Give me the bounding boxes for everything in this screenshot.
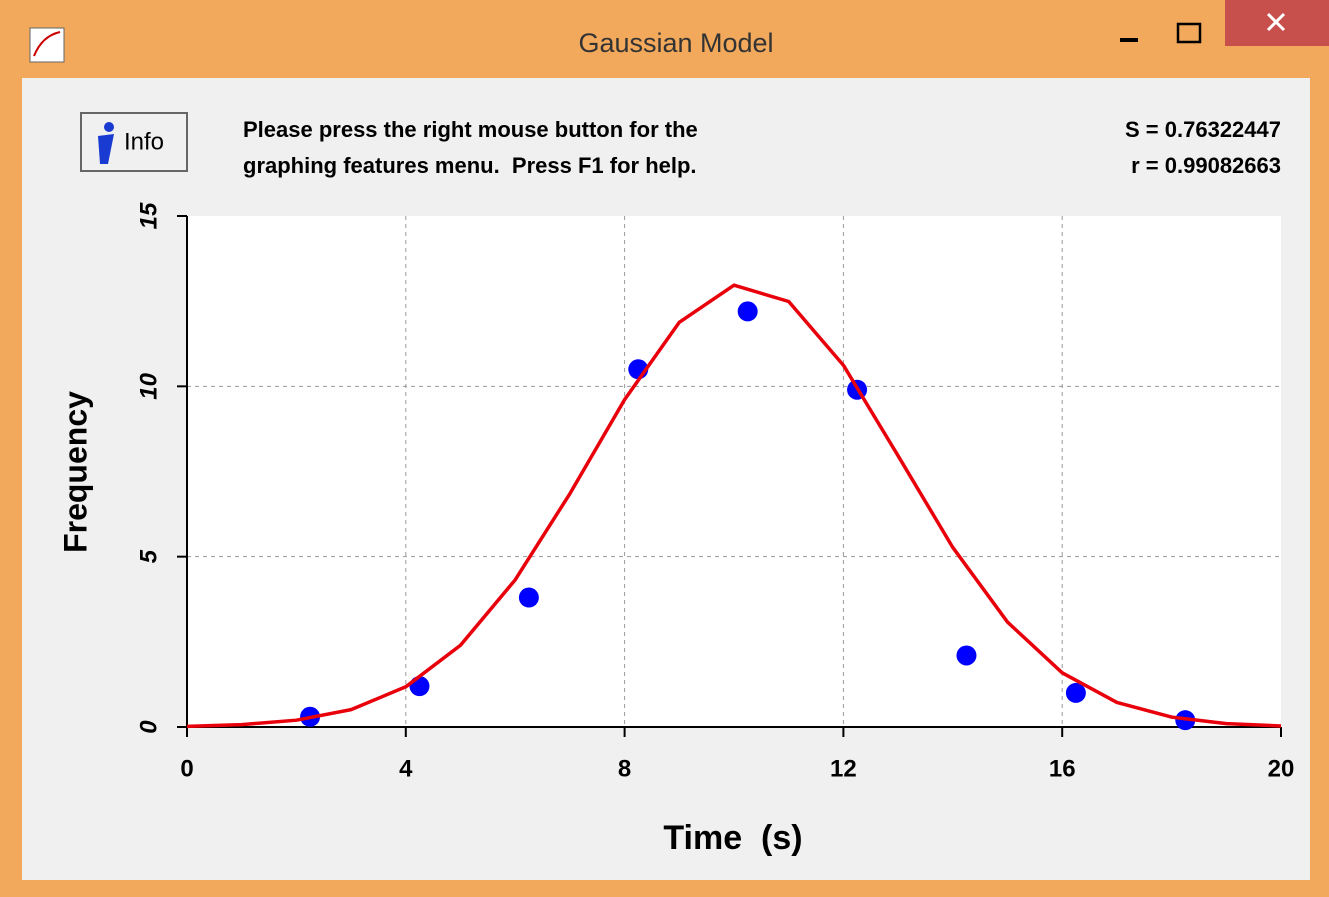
data-point — [956, 645, 977, 666]
x-tick-label: 16 — [1049, 755, 1076, 782]
y-tick-label: 15 — [135, 202, 162, 229]
data-point — [409, 676, 430, 697]
y-axis-label: Frequency — [57, 391, 93, 553]
x-axis-label: Time (s) — [663, 819, 802, 857]
close-button[interactable] — [1225, 0, 1329, 46]
fit-curve — [186, 283, 1282, 729]
x-tick-label: 4 — [399, 755, 413, 782]
x-tick-label: 8 — [618, 755, 631, 782]
data-point — [518, 587, 539, 608]
y-tick-label: 5 — [135, 549, 162, 563]
fit-stat: S = 0.76322447 — [1125, 117, 1281, 142]
button-label[interactable]: Info — [124, 128, 164, 155]
help-message: graphing features menu. Press F1 for hel… — [243, 153, 697, 178]
data-point — [737, 301, 758, 322]
data-point — [1065, 682, 1086, 703]
y-tick-label: 0 — [135, 720, 162, 734]
plot-area — [187, 216, 1281, 727]
window-title: Gaussian Model — [578, 28, 773, 58]
maximize-button[interactable] — [1176, 22, 1202, 44]
app-icon — [29, 27, 65, 63]
help-message: Please press the right mouse button for … — [243, 117, 698, 142]
x-tick-label: 20 — [1268, 755, 1295, 782]
fit-stat: r = 0.99082663 — [1131, 153, 1281, 178]
y-tick-label: 10 — [135, 372, 162, 399]
x-tick-label: 12 — [830, 755, 857, 782]
info-button[interactable]: Info — [80, 112, 188, 172]
x-tick-label: 0 — [180, 755, 193, 782]
minimize-button[interactable] — [1120, 38, 1138, 42]
